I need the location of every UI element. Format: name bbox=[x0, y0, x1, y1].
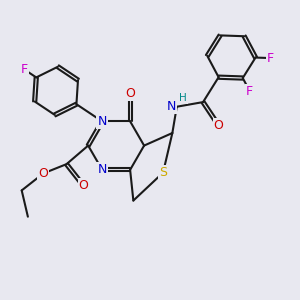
Text: H: H bbox=[179, 94, 187, 103]
Text: N: N bbox=[167, 100, 176, 113]
Text: O: O bbox=[125, 87, 135, 100]
Text: N: N bbox=[98, 163, 107, 176]
Text: O: O bbox=[79, 179, 88, 192]
Text: O: O bbox=[214, 119, 224, 132]
Text: O: O bbox=[38, 167, 48, 180]
Text: N: N bbox=[98, 115, 107, 128]
Text: F: F bbox=[246, 85, 253, 98]
Text: F: F bbox=[20, 63, 28, 76]
Text: S: S bbox=[159, 166, 167, 179]
Text: F: F bbox=[267, 52, 274, 64]
